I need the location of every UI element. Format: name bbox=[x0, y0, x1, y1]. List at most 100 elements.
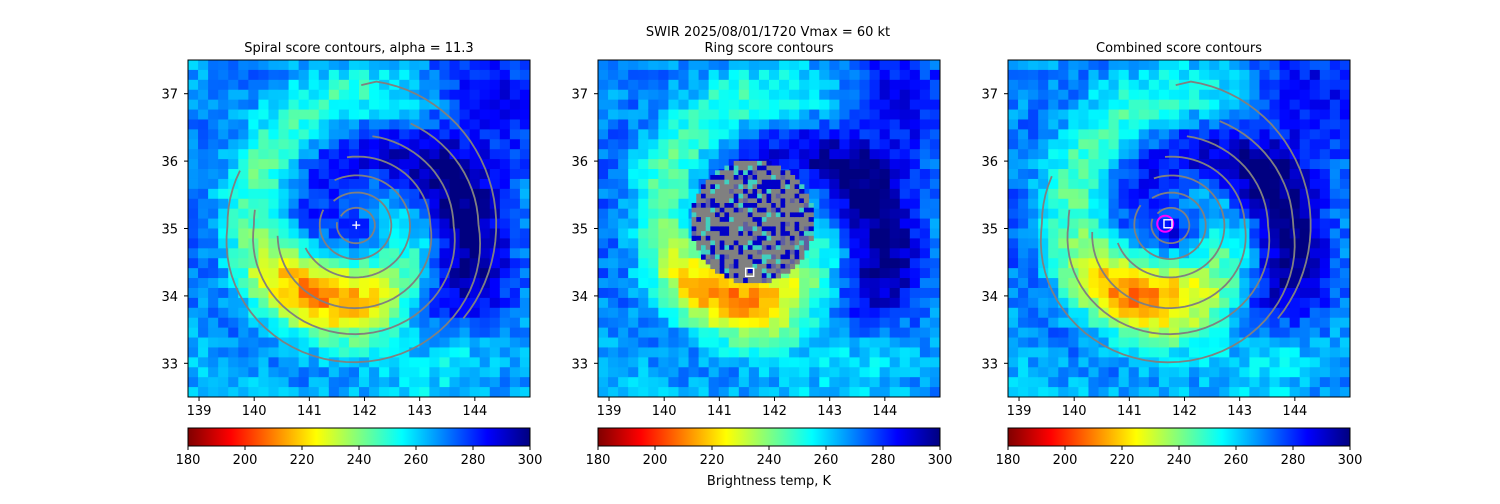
heatmap-cell bbox=[499, 188, 511, 200]
heatmap-cell bbox=[218, 218, 229, 230]
heatmap-cell bbox=[499, 248, 511, 259]
ring-cell bbox=[729, 193, 735, 199]
heatmap-cell bbox=[379, 387, 390, 397]
heatmap-cell bbox=[1108, 377, 1120, 388]
heatmap-cell bbox=[328, 60, 340, 71]
heatmap-cell bbox=[789, 99, 800, 111]
heatmap-cell bbox=[799, 268, 810, 279]
heatmap-cell bbox=[1309, 69, 1321, 81]
heatmap-cell bbox=[268, 377, 280, 388]
heatmap-cell bbox=[829, 278, 841, 289]
heatmap-cell bbox=[318, 278, 330, 289]
heatmap-cell bbox=[1148, 218, 1160, 230]
heatmap-cell bbox=[399, 248, 410, 259]
heatmap-cell bbox=[419, 178, 431, 190]
heatmap-cell bbox=[608, 258, 619, 269]
heatmap-cell bbox=[459, 198, 471, 210]
heatmap-cell bbox=[748, 278, 760, 289]
ring-cell bbox=[799, 193, 805, 199]
heatmap-cell bbox=[278, 129, 290, 140]
ring-cell bbox=[808, 212, 814, 218]
heatmap-cell bbox=[598, 99, 609, 111]
heatmap-cell bbox=[608, 119, 619, 130]
heatmap-cell bbox=[1148, 69, 1160, 81]
heatmap-cell bbox=[1329, 188, 1341, 200]
ring-cell bbox=[724, 179, 730, 185]
heatmap-cell bbox=[1108, 178, 1120, 190]
heatmap-cell bbox=[748, 367, 760, 378]
heatmap-cell bbox=[708, 99, 720, 111]
ring-cell bbox=[743, 249, 749, 255]
heatmap-cell bbox=[1168, 327, 1180, 339]
heatmap-cell bbox=[859, 208, 871, 220]
contour-line bbox=[1039, 120, 1296, 364]
ring-cell bbox=[766, 165, 772, 171]
heatmap-cell bbox=[278, 248, 290, 259]
heatmap-cell bbox=[929, 139, 940, 150]
heatmap-cell bbox=[819, 238, 830, 249]
y-tick-label: 37 bbox=[981, 88, 998, 103]
heatmap-cell bbox=[429, 337, 441, 349]
heatmap-cell bbox=[648, 169, 659, 180]
heatmap-cell bbox=[268, 139, 280, 150]
heatmap-cell bbox=[489, 60, 501, 71]
heatmap-cell bbox=[919, 357, 931, 368]
heatmap-cell bbox=[698, 159, 710, 170]
heatmap-cell bbox=[1179, 287, 1190, 299]
heatmap-cell bbox=[598, 89, 609, 101]
ring-cell bbox=[733, 189, 739, 195]
heatmap-cell bbox=[738, 149, 750, 160]
ring-cell bbox=[729, 231, 735, 237]
heatmap-cell bbox=[238, 198, 249, 210]
ring-cell bbox=[733, 170, 739, 176]
heatmap-cell bbox=[1329, 297, 1341, 309]
heatmap-cell bbox=[839, 238, 851, 249]
heatmap-cell bbox=[1038, 357, 1049, 368]
heatmap-cell bbox=[889, 149, 901, 160]
ring-cell bbox=[775, 273, 781, 279]
heatmap-cell bbox=[618, 228, 629, 240]
ring-cell bbox=[757, 184, 763, 190]
heatmap-cell bbox=[1008, 377, 1019, 388]
heatmap-cell bbox=[809, 69, 820, 81]
heatmap-cell bbox=[1088, 367, 1100, 378]
heatmap-cell bbox=[288, 337, 300, 349]
heatmap-cell bbox=[658, 178, 670, 190]
ring-cell bbox=[738, 184, 744, 190]
heatmap-cell bbox=[1229, 317, 1240, 329]
heatmap-cell bbox=[1179, 307, 1190, 319]
heatmap-cell bbox=[499, 337, 511, 349]
ring-cell bbox=[705, 259, 711, 265]
heatmap-cell bbox=[278, 327, 290, 339]
heatmap-cell bbox=[1138, 248, 1150, 259]
heatmap-cell bbox=[1289, 307, 1301, 319]
heatmap-cell bbox=[218, 139, 229, 150]
ring-cell bbox=[747, 231, 753, 237]
ring-cell bbox=[747, 249, 753, 255]
heatmap-cell bbox=[419, 129, 431, 140]
ring-cell bbox=[789, 221, 796, 227]
heatmap-cell bbox=[288, 109, 300, 121]
heatmap-cell bbox=[469, 377, 481, 388]
heatmap-cell bbox=[1209, 297, 1220, 309]
ring-cell bbox=[775, 254, 781, 260]
heatmap-cell bbox=[598, 297, 609, 309]
heatmap-cell bbox=[288, 268, 300, 279]
heatmap-cell bbox=[728, 79, 740, 91]
heatmap-cell bbox=[1329, 69, 1341, 81]
heatmap-cell bbox=[1168, 129, 1180, 140]
ring-cell bbox=[747, 268, 753, 274]
heatmap-cell bbox=[919, 89, 931, 101]
heatmap-cell bbox=[899, 79, 911, 91]
heatmap-cell bbox=[268, 347, 280, 358]
heatmap-cell bbox=[338, 69, 350, 81]
ring-cell bbox=[794, 254, 800, 260]
heatmap-cell bbox=[218, 69, 229, 81]
heatmap-cell bbox=[929, 367, 940, 378]
heatmap-cell bbox=[298, 149, 310, 160]
heatmap-cell bbox=[1068, 198, 1080, 210]
heatmap-cell bbox=[1108, 268, 1120, 279]
heatmap-cell bbox=[889, 198, 901, 210]
heatmap-cell bbox=[489, 89, 501, 101]
